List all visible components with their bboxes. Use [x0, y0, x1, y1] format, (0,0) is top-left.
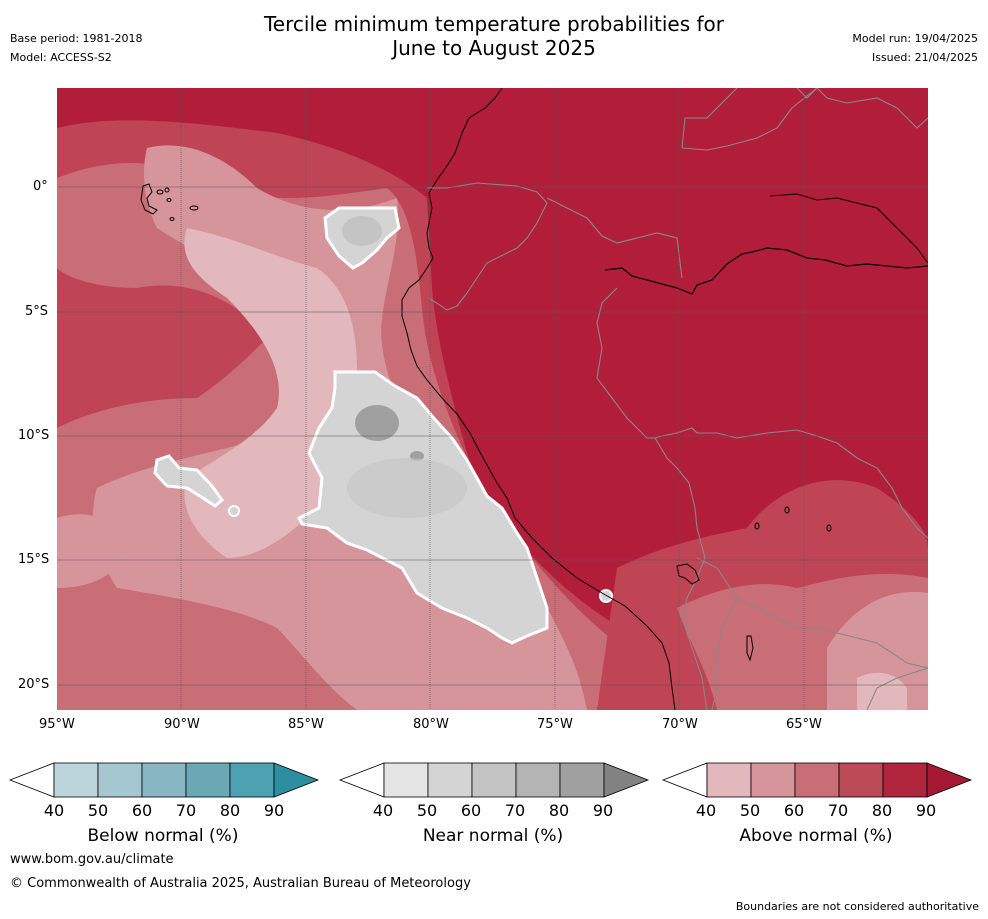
colorbar-above-label: Above normal (%): [739, 826, 893, 846]
page-title: Tercile minimum temperature probabilitie…: [0, 12, 988, 60]
lat-label-20s: 20°S: [18, 677, 50, 692]
model-text: Model: ACCESS-S2: [10, 51, 112, 64]
colorbar-segment: [750, 762, 796, 798]
colorbar-tick-label: 90: [263, 801, 285, 820]
near-normal-dot-west: [228, 505, 240, 517]
colorbar-tick-label: 80: [871, 801, 893, 820]
amazon-river: [604, 247, 928, 295]
colorbar-segment: [471, 762, 517, 798]
title-line-2: June to August 2025: [392, 36, 596, 60]
amazon-tributary: [769, 193, 928, 264]
colorbar-segment: [559, 762, 605, 798]
colorbar-segment: [706, 762, 752, 798]
website-text: www.bom.gov.au/climate: [10, 852, 174, 867]
latitude-grid-lines: [57, 186, 928, 686]
colorbar-segment: [383, 762, 429, 798]
colorbar-below-label: Below normal (%): [87, 826, 239, 846]
colorbar-tick-label: 70: [827, 801, 849, 820]
colorbar-above-normal: [661, 762, 973, 798]
probability-map: [57, 88, 928, 710]
colorbar-tick-label: 40: [43, 801, 65, 820]
title-line-1: Tercile minimum temperature probabilitie…: [263, 12, 725, 36]
colorbar-tick-label: 60: [460, 801, 482, 820]
colorbar-segment: [838, 762, 884, 798]
colorbar-segment: [427, 762, 473, 798]
lon-label-80w: 80°W: [413, 717, 449, 732]
colorbar-segment: [882, 762, 928, 798]
colorbar-tick-label: 70: [504, 801, 526, 820]
near-normal-core-central: [355, 405, 399, 441]
colorbar-extend-high: [926, 762, 973, 798]
model-run-text: Model run: 19/04/2025: [852, 32, 978, 45]
lon-label-90w: 90°W: [164, 717, 200, 732]
ocean-band-50-west: [57, 514, 127, 588]
near-normal-mid: [347, 458, 467, 518]
lon-label-75w: 75°W: [537, 717, 573, 732]
ocean-band-40: [184, 228, 357, 558]
issued-text: Issued: 21/04/2025: [871, 51, 978, 64]
lat-label-5s: 5°S: [25, 304, 49, 319]
colorbar-tick-label: 50: [87, 801, 109, 820]
lon-label-65w: 65°W: [786, 717, 822, 732]
lat-label-15s: 15°S: [18, 552, 50, 567]
lat-label-0: 0°: [33, 179, 48, 194]
colorbar-segment: [794, 762, 840, 798]
colorbar-tick-label: 50: [416, 801, 438, 820]
colorbar-below-normal: [8, 762, 320, 798]
colorbar-tick-label: 70: [175, 801, 197, 820]
colorbar-extend-high: [273, 762, 320, 798]
colorbar-near-label: Near normal (%): [422, 826, 564, 846]
colorbar-segment: [97, 762, 143, 798]
colorbar-tick-label: 40: [372, 801, 394, 820]
colorbar-tick-label: 40: [695, 801, 717, 820]
lat-label-10s: 10°S: [18, 428, 50, 443]
near-normal-patch-west: [153, 454, 225, 508]
colorbar-tick-label: 90: [592, 801, 614, 820]
colorbar-segment: [141, 762, 187, 798]
land-band-40-south: [857, 672, 907, 710]
coastline: [401, 88, 676, 710]
colorbar-tick-label: 60: [131, 801, 153, 820]
colorbar-segment: [515, 762, 561, 798]
colorbar-near-normal: [338, 762, 650, 798]
near-normal-dot-coast: [599, 589, 613, 603]
land-band-50-south: [827, 591, 928, 710]
colorbar-extend-low: [338, 762, 385, 798]
colorbar-extend-low: [8, 762, 55, 798]
near-normal-core-north: [342, 216, 382, 246]
colorbar-segment: [185, 762, 231, 798]
colorbar-tick-label: 80: [219, 801, 241, 820]
lon-label-70w: 70°W: [662, 717, 698, 732]
colorbar-extend-low: [661, 762, 708, 798]
colorbar-tick-label: 60: [783, 801, 805, 820]
colorbar-tick-label: 50: [739, 801, 761, 820]
lakes: [676, 506, 832, 662]
grid-lines: [180, 88, 805, 710]
galapagos-islands: [140, 183, 199, 221]
colorbar-segment: [229, 762, 275, 798]
country-boundaries: [427, 88, 928, 710]
colorbar-extend-high: [603, 762, 650, 798]
colorbar-tick-label: 80: [548, 801, 570, 820]
colorbar-segment: [53, 762, 99, 798]
copyright-text: © Commonwealth of Australia 2025, Austra…: [10, 876, 471, 891]
disclaimer-text: Boundaries are not considered authoritat…: [735, 900, 979, 913]
lon-label-95w: 95°W: [39, 717, 75, 732]
base-period-text: Base period: 1981-2018: [10, 32, 143, 45]
lon-label-85w: 85°W: [288, 717, 324, 732]
colorbar-tick-label: 90: [915, 801, 937, 820]
